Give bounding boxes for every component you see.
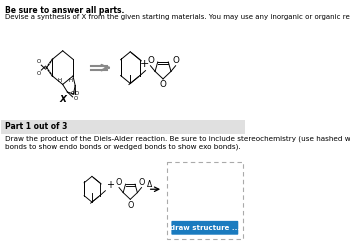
- Text: O: O: [172, 56, 179, 65]
- Text: Draw the product of the Diels-Alder reaction. Be sure to include stereochemistry: Draw the product of the Diels-Alder reac…: [5, 136, 350, 142]
- Bar: [167, 161, 243, 239]
- Text: Δ: Δ: [147, 180, 152, 189]
- Text: Part 1 out of 3: Part 1 out of 3: [5, 122, 67, 131]
- Text: O: O: [138, 178, 145, 186]
- Text: Devise a synthesis of X from the given starting materials. You may use any inorg: Devise a synthesis of X from the given s…: [5, 14, 350, 20]
- Text: O: O: [36, 71, 41, 76]
- Text: +: +: [140, 59, 149, 69]
- Text: draw structure ...: draw structure ...: [170, 225, 240, 231]
- Text: O: O: [116, 178, 122, 186]
- Text: O: O: [75, 91, 79, 97]
- Text: X: X: [59, 95, 66, 104]
- Text: H: H: [68, 78, 72, 83]
- Text: O: O: [160, 80, 167, 89]
- Bar: [1, 120, 245, 134]
- Text: bonds to show endo bonds or wedged bonds to show exo bonds).: bonds to show endo bonds or wedged bonds…: [5, 144, 240, 150]
- Text: O: O: [36, 59, 41, 64]
- Text: Be sure to answer all parts.: Be sure to answer all parts.: [5, 6, 124, 15]
- Text: O: O: [127, 201, 133, 210]
- Text: +: +: [106, 180, 114, 190]
- Text: O: O: [147, 56, 154, 65]
- Text: H: H: [58, 78, 62, 84]
- Text: O: O: [74, 97, 78, 101]
- FancyBboxPatch shape: [172, 221, 238, 235]
- Text: O: O: [70, 91, 75, 96]
